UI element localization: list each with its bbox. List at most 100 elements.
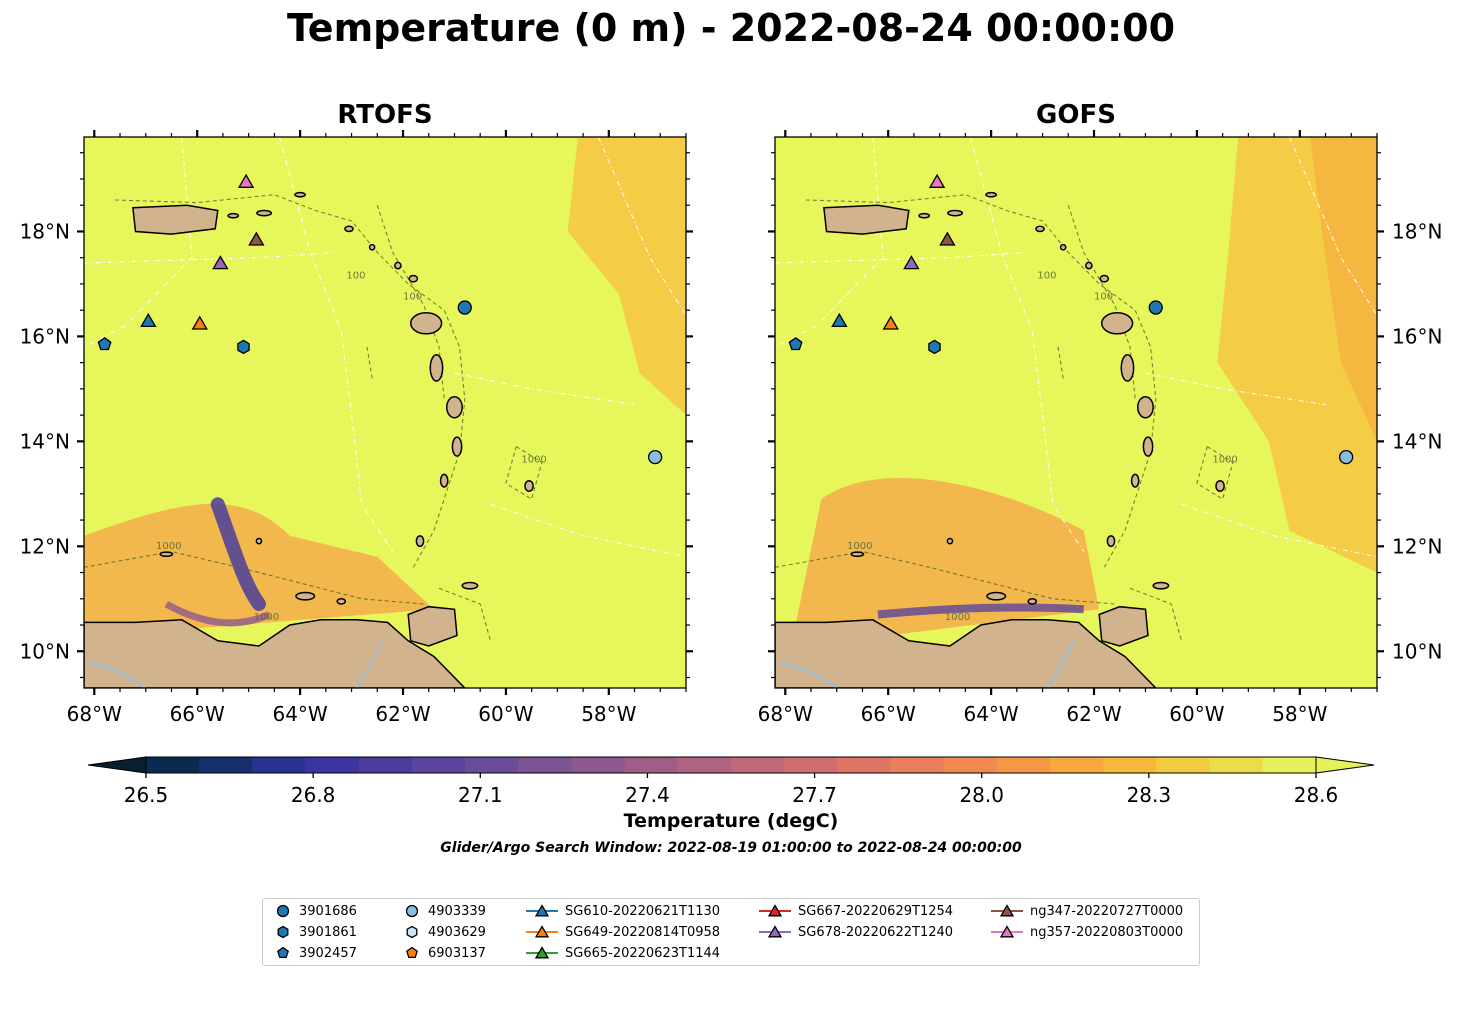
marker-3901686 (457, 300, 472, 315)
colorbar-bin (411, 757, 466, 773)
legend-item-SG649-20220814T0958: SG649-20220814T0958 (525, 922, 720, 942)
colorbar-extend-low (87, 756, 147, 774)
legend-marker-icon (526, 904, 558, 917)
isobath-contour (438, 587, 492, 641)
boundary-line (454, 372, 635, 406)
lon-tick-label: 58°W (1272, 702, 1327, 726)
colorbar-bin (1156, 757, 1211, 773)
warm-plume-caribbean (795, 478, 1100, 636)
colorbar-tick-label: 28.6 (1294, 783, 1339, 807)
lat-tick-label: 14°N (20, 429, 70, 453)
legend-label: SG649-20220814T0958 (565, 924, 721, 940)
lon-tick-label: 64°W (272, 702, 327, 726)
marker-4903339 (647, 449, 663, 465)
lat-tick-label: 12°N (1392, 534, 1442, 558)
legend-item-3901861: 3901861 (273, 922, 357, 942)
legend-item-3901686: 3901686 (273, 901, 357, 921)
marker-3901861 (928, 339, 941, 355)
island-land (985, 191, 997, 198)
lat-tick-label: 18°N (20, 219, 70, 243)
marker-ng347-20220727T0000 (248, 231, 265, 246)
marker-3901686 (1148, 300, 1163, 315)
island-land (947, 209, 964, 217)
island-land (227, 212, 240, 219)
lat-tick-label: 10°N (1392, 639, 1442, 663)
legend-item-SG665-20220623T1144: SG665-20220623T1144 (525, 943, 720, 963)
lon-tick-label: 58°W (581, 702, 636, 726)
colorbar-bin (1103, 757, 1157, 773)
isobath-label: 1000 (521, 454, 546, 465)
colorbar-tick-label: 26.5 (124, 783, 169, 807)
colorbar-tick-label: 27.1 (458, 783, 503, 807)
colorbar-bin (1209, 757, 1264, 773)
lat-tick-label: 16°N (1392, 324, 1442, 348)
legend-marker-icon (276, 904, 290, 918)
legend-label: 6903137 (428, 945, 486, 961)
isobath-contour (1057, 346, 1064, 379)
legend-item-SG610-20220621T1130: SG610-20220621T1130 (525, 901, 720, 921)
island-land (1099, 274, 1110, 283)
island-land (986, 591, 1007, 601)
search-window-subtitle: Glider/Argo Search Window: 2022-08-19 01… (440, 840, 1022, 856)
marker-ng347-20220727T0000 (939, 231, 956, 246)
isobath-label: 1000 (156, 541, 181, 552)
legend-item-SG667-20220629T1254: SG667-20220629T1254 (758, 901, 953, 921)
lon-tick-label: 60°W (478, 702, 533, 726)
colorbar-bin (731, 757, 785, 773)
island-land (850, 551, 865, 558)
island-land (1059, 243, 1067, 251)
isobath-label: 1000 (945, 612, 970, 623)
lon-tick-label: 66°W (170, 702, 225, 726)
cold-filament-coast (164, 600, 271, 627)
boundary-line (1145, 372, 1326, 406)
colorbar-bin (252, 757, 307, 773)
boundary-line (1288, 137, 1377, 316)
trinidad-land (1098, 605, 1149, 647)
island-land (429, 354, 444, 382)
marker-3901861 (237, 339, 250, 355)
legend-item-4903629: 4903629 (402, 922, 486, 942)
legend-label: 4903339 (428, 903, 486, 919)
lon-tick-label: 60°W (1169, 702, 1224, 726)
legend-marker-icon (406, 946, 418, 959)
river (1046, 640, 1075, 688)
legend-marker-SG678-20220622T1240 (767, 925, 783, 938)
legend-label: SG678-20220622T1240 (798, 924, 954, 940)
isobath-label: 100 (1094, 292, 1113, 303)
marker-ng357-20220803T0000 (237, 173, 255, 188)
legend-marker-4903339 (405, 904, 419, 918)
lon-tick-label: 68°W (758, 702, 813, 726)
legend-marker-icon (406, 925, 418, 939)
legend-label: ng347-20220727T0000 (1030, 903, 1184, 919)
isobath-label: 100 (346, 271, 365, 282)
island-land (461, 581, 479, 590)
island-land (1142, 436, 1154, 457)
colorbar-tick-label: 28.3 (1127, 783, 1172, 807)
colorbar: 26.5 26.8 27.1 27.4 27.7 28.0 28.3 28.6 (87, 756, 1375, 807)
lat-tick-label: 10°N (20, 639, 70, 663)
colorbar-bin (890, 757, 945, 773)
colorbar-tick-label: 26.8 (291, 783, 336, 807)
island-land (1100, 312, 1134, 335)
panel-title-gofs: GOFS (1036, 100, 1116, 130)
island-land (1085, 261, 1093, 270)
map-frame (83, 136, 687, 689)
legend-marker-3901861 (277, 925, 289, 939)
legend-marker-4903629 (406, 925, 418, 939)
warm-patch-east (567, 137, 686, 416)
river (88, 660, 147, 688)
colorbar-bin (837, 757, 892, 773)
colorbar-bin (1262, 757, 1317, 773)
island-land (946, 537, 954, 545)
island-land (295, 591, 316, 601)
island-land (1215, 479, 1225, 492)
isobath-label: 100 (403, 292, 422, 303)
legend-marker-SG649-20220814T0958 (534, 925, 550, 938)
isobath-contour (84, 551, 424, 605)
colorbar-bin (784, 757, 838, 773)
island-land (1027, 598, 1038, 605)
lat-tick-label: 14°N (1392, 429, 1442, 453)
colorbar-bin (305, 757, 360, 773)
colorbar-label: Temperature (degC) (623, 810, 839, 832)
colorbar-bin (518, 757, 572, 773)
